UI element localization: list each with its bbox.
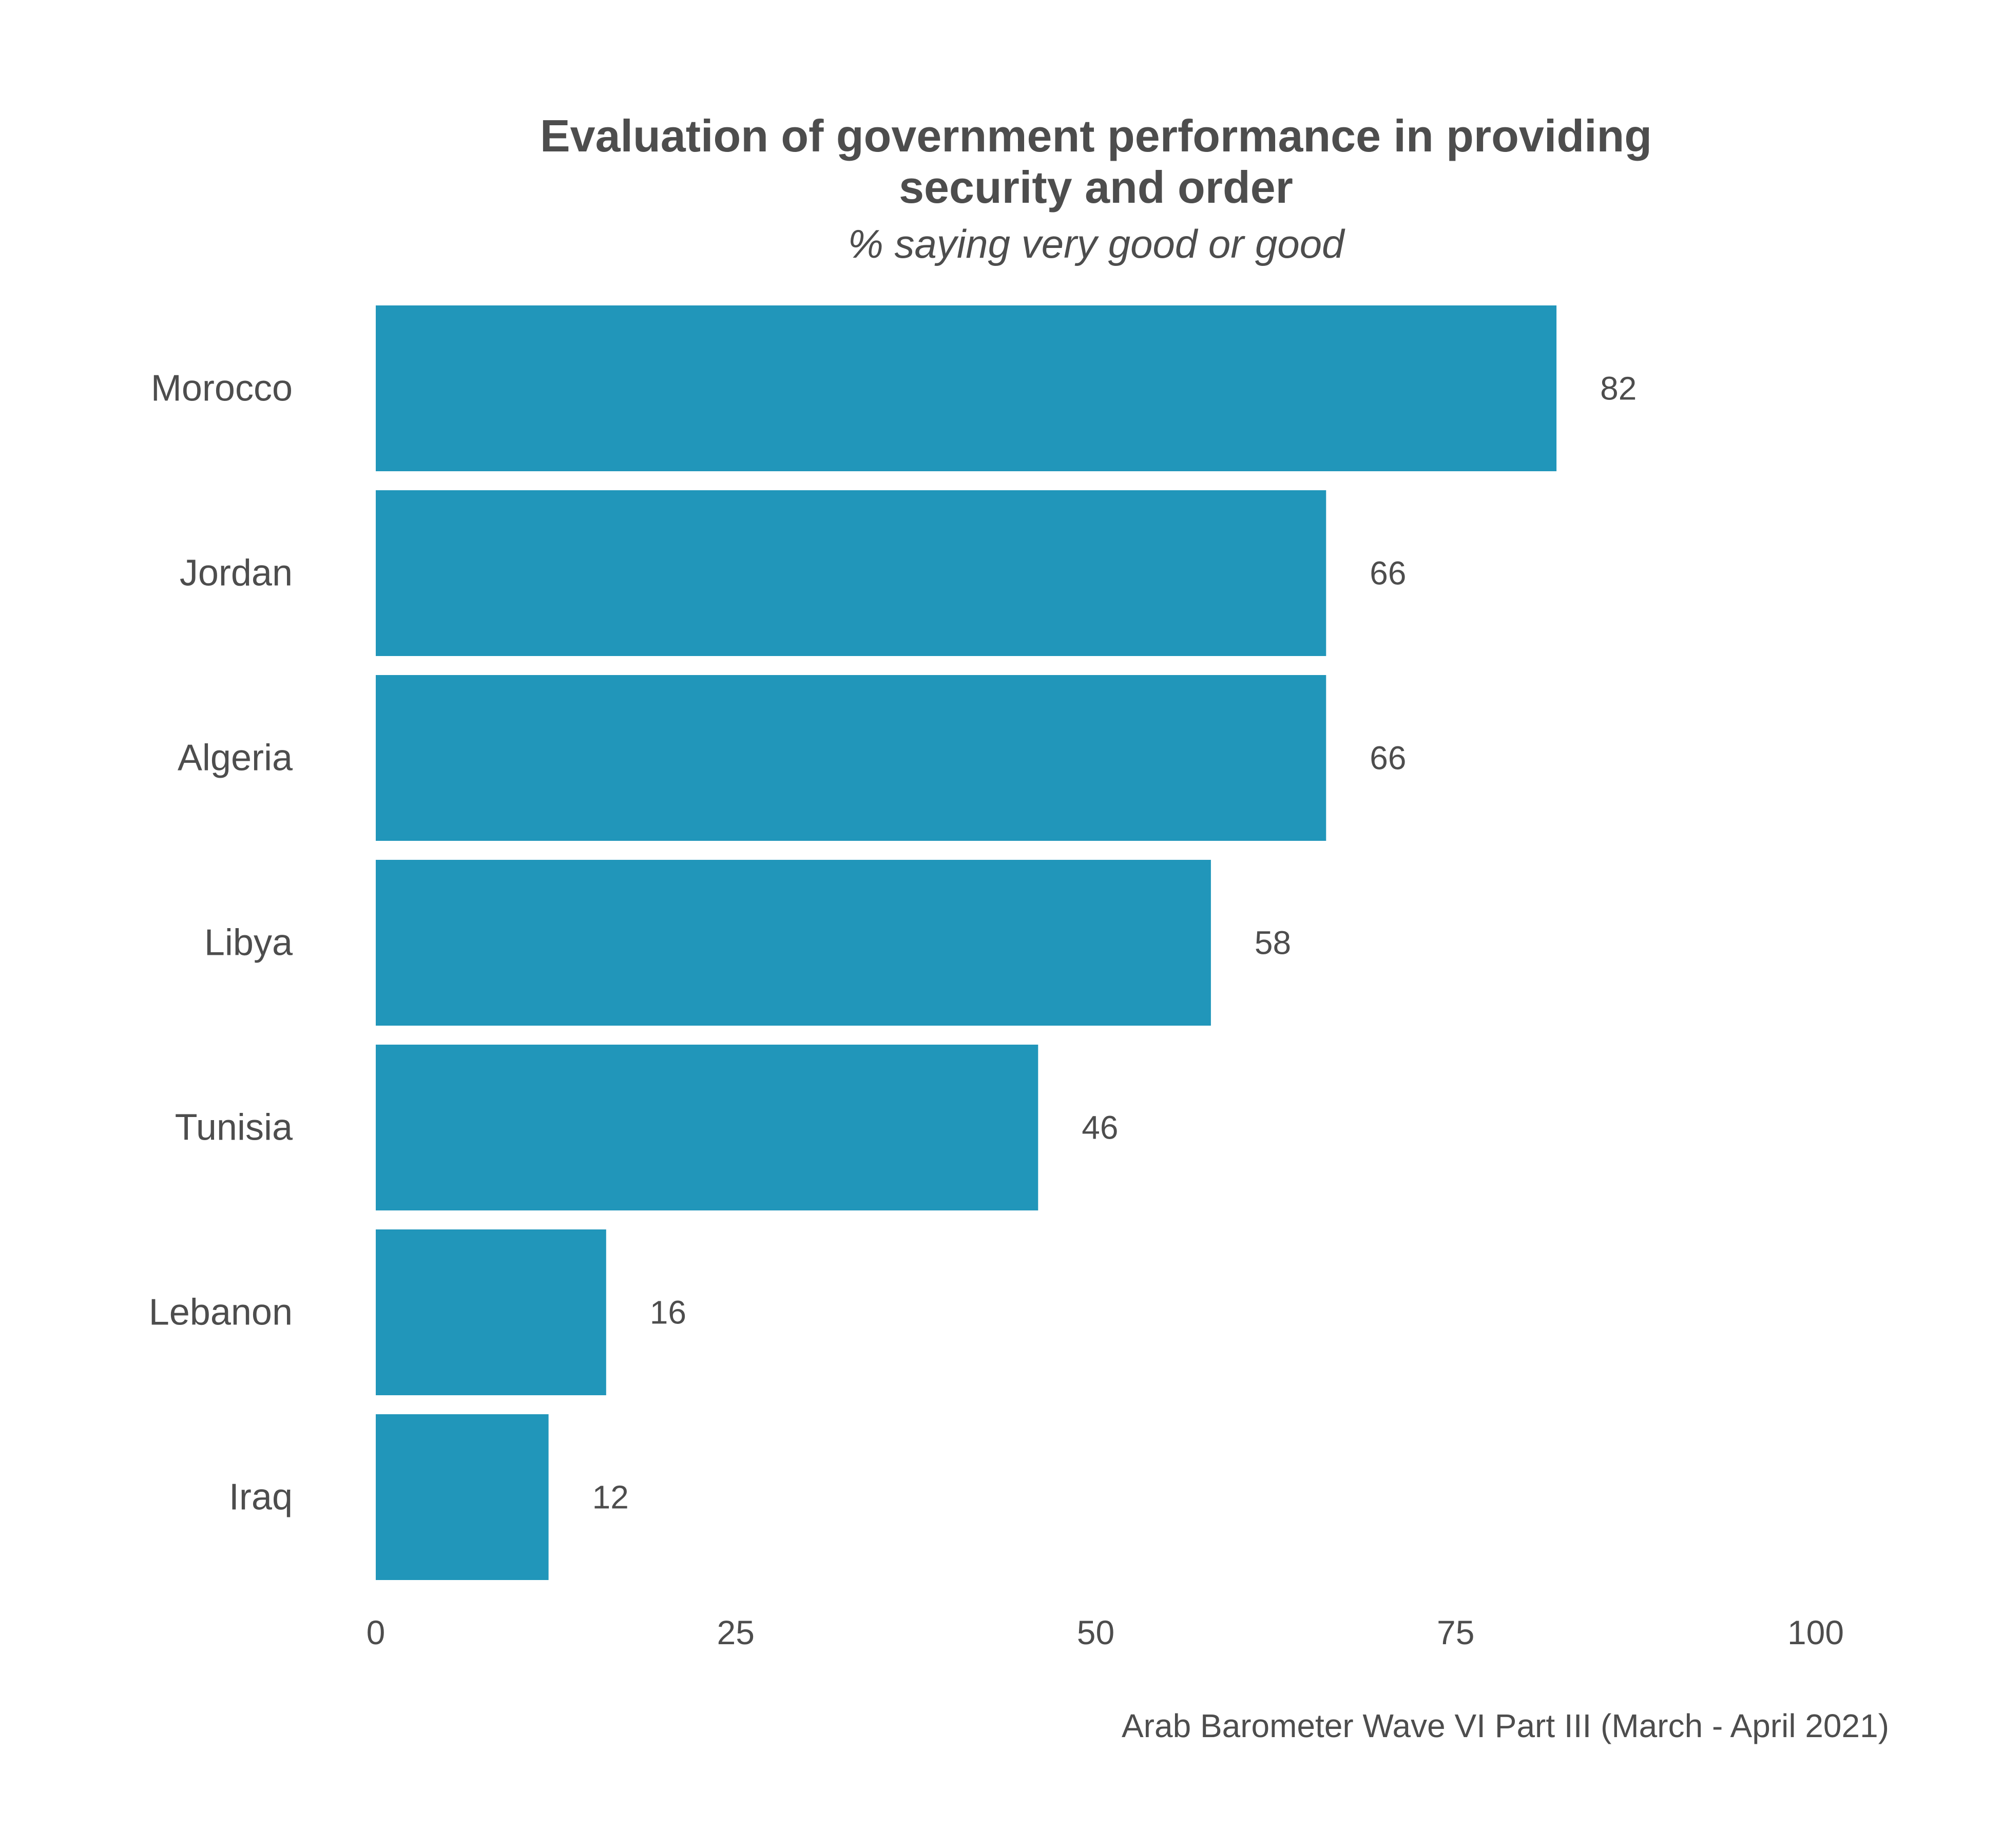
chart-title: Evaluation of government performance in … xyxy=(375,110,1817,213)
value-label-libya: 58 xyxy=(1255,925,1291,961)
category-label-lebanon: Lebanon xyxy=(149,1292,293,1333)
value-label-tunisia: 46 xyxy=(1082,1109,1118,1146)
value-label-iraq: 12 xyxy=(592,1479,629,1516)
category-label-jordan: Jordan xyxy=(180,553,293,594)
x-tick-75: 75 xyxy=(1437,1613,1474,1651)
bar-lebanon xyxy=(376,1229,606,1395)
bar-jordan xyxy=(376,490,1326,656)
category-label-morocco: Morocco xyxy=(151,368,293,409)
value-label-jordan: 66 xyxy=(1370,555,1406,592)
value-label-algeria: 66 xyxy=(1370,740,1406,777)
x-tick-100: 100 xyxy=(1787,1613,1844,1651)
category-label-tunisia: Tunisia xyxy=(175,1107,293,1148)
bar-libya xyxy=(376,860,1211,1026)
bar-tunisia xyxy=(376,1045,1038,1210)
bars-group xyxy=(376,305,1557,1580)
bar-algeria xyxy=(376,675,1326,841)
chart-title-line-2: security and order xyxy=(899,162,1293,213)
value-label-lebanon: 16 xyxy=(650,1294,686,1331)
category-label-libya: Libya xyxy=(204,922,293,964)
chart-caption: Arab Barometer Wave VI Part III (March -… xyxy=(1121,1707,1889,1744)
y-tick-labels: Morocco Jordan Algeria Libya Tunisia Lebanon I… xyxy=(149,368,293,1518)
bar-iraq xyxy=(376,1414,549,1580)
x-tick-25: 25 xyxy=(717,1613,755,1651)
chart-title-line-1: Evaluation of government performance in … xyxy=(540,110,1652,161)
value-labels: 82 66 66 58 46 16 12 xyxy=(592,370,1637,1516)
chart-subtitle: % saying very good or good xyxy=(848,221,1344,266)
bar-morocco xyxy=(376,305,1557,471)
x-tick-labels: 0 25 50 75 100 xyxy=(367,1613,1844,1651)
value-label-morocco: 82 xyxy=(1600,370,1637,407)
x-tick-50: 50 xyxy=(1077,1613,1114,1651)
category-label-iraq: Iraq xyxy=(229,1477,293,1518)
category-label-algeria: Algeria xyxy=(178,738,293,779)
x-tick-0: 0 xyxy=(367,1613,386,1651)
